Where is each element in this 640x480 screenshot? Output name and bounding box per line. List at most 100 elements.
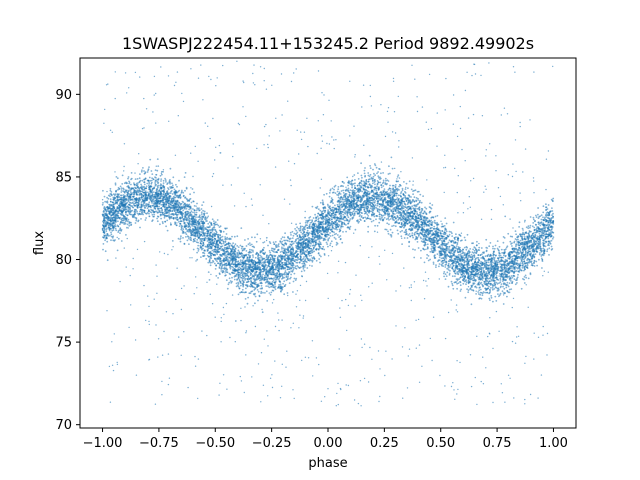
data-point: [274, 241, 277, 243]
data-point: [315, 224, 318, 227]
data-point: [427, 255, 430, 257]
data-point: [270, 249, 273, 252]
data-point: [442, 249, 445, 252]
data-point: [409, 235, 412, 238]
data-point: [217, 277, 220, 279]
data-point: [448, 230, 451, 233]
data-point: [327, 245, 329, 248]
data-point: [469, 248, 472, 250]
data-point: [141, 179, 144, 182]
data-point: [159, 174, 162, 177]
data-point: [238, 266, 241, 269]
data-point: [203, 252, 206, 255]
data-point: [415, 204, 418, 206]
data-point: [103, 227, 106, 230]
data-point: [401, 243, 403, 246]
data-point: [320, 255, 322, 258]
data-point: [545, 241, 548, 244]
data-point: [465, 279, 468, 281]
data-point: [500, 248, 503, 251]
data-point: [226, 287, 229, 290]
data-point: [341, 241, 344, 244]
data-point: [382, 172, 384, 174]
data-point: [428, 211, 431, 214]
data-point: [552, 236, 555, 239]
data-point: [322, 245, 325, 248]
data-point: [509, 235, 512, 238]
data-point: [516, 282, 518, 284]
data-point: [462, 282, 465, 285]
data-point: [104, 200, 106, 203]
data-point: [106, 200, 109, 203]
data-point: [183, 242, 186, 245]
data-point: [237, 293, 240, 296]
data-point: [368, 217, 371, 220]
data-point: [130, 183, 132, 186]
data-point: [501, 280, 504, 282]
data-point: [293, 254, 296, 257]
data-point: [534, 253, 537, 256]
data-point: [206, 216, 209, 219]
data-point: [182, 228, 185, 231]
data-point: [477, 291, 480, 293]
data-point: [377, 175, 380, 178]
data-point: [463, 246, 466, 249]
data-point: [538, 253, 541, 256]
data-point: [535, 224, 537, 226]
data-point: [191, 188, 194, 190]
data-point: [287, 235, 289, 238]
data-point: [144, 207, 147, 209]
data-point: [372, 182, 374, 185]
data-point: [417, 228, 419, 231]
data-point: [144, 219, 147, 221]
data-point: [303, 269, 306, 272]
data-point: [499, 281, 502, 284]
data-point: [117, 231, 120, 234]
data-point: [546, 250, 548, 253]
data-point: [190, 210, 193, 213]
data-point: [271, 284, 274, 287]
data-point: [494, 244, 497, 247]
data-point: [102, 189, 104, 192]
data-point: [404, 197, 407, 200]
data-point: [352, 210, 355, 213]
data-point: [373, 230, 376, 233]
data-point: [188, 205, 191, 208]
data-point: [460, 276, 462, 278]
data-point: [311, 219, 313, 222]
data-point: [319, 261, 321, 264]
data-point: [187, 225, 190, 228]
data-point: [402, 205, 405, 208]
data-point: [362, 180, 365, 183]
data-point: [164, 179, 167, 182]
data-point: [219, 234, 221, 236]
data-point: [193, 205, 196, 207]
data-point: [284, 232, 286, 235]
data-point: [408, 180, 411, 183]
data-point: [203, 212, 206, 215]
data-point: [345, 211, 348, 214]
data-point: [333, 185, 336, 188]
data-point: [272, 279, 275, 282]
data-point: [185, 186, 188, 189]
data-point: [481, 283, 484, 286]
data-point: [363, 169, 366, 172]
data-point: [399, 230, 402, 233]
data-point: [448, 233, 451, 236]
data-point: [546, 248, 549, 251]
data-point: [248, 242, 251, 245]
data-point: [202, 225, 205, 228]
data-point: [269, 257, 272, 259]
data-point: [268, 250, 271, 252]
data-point: [463, 254, 465, 257]
data-point: [119, 232, 121, 235]
data-point: [145, 217, 148, 219]
data-point: [342, 213, 345, 216]
data-point: [423, 231, 426, 234]
data-point: [527, 232, 530, 235]
data-point: [215, 275, 218, 277]
data-point: [429, 235, 432, 238]
data-point: [401, 189, 404, 192]
data-point: [521, 227, 524, 230]
data-point: [433, 219, 436, 222]
